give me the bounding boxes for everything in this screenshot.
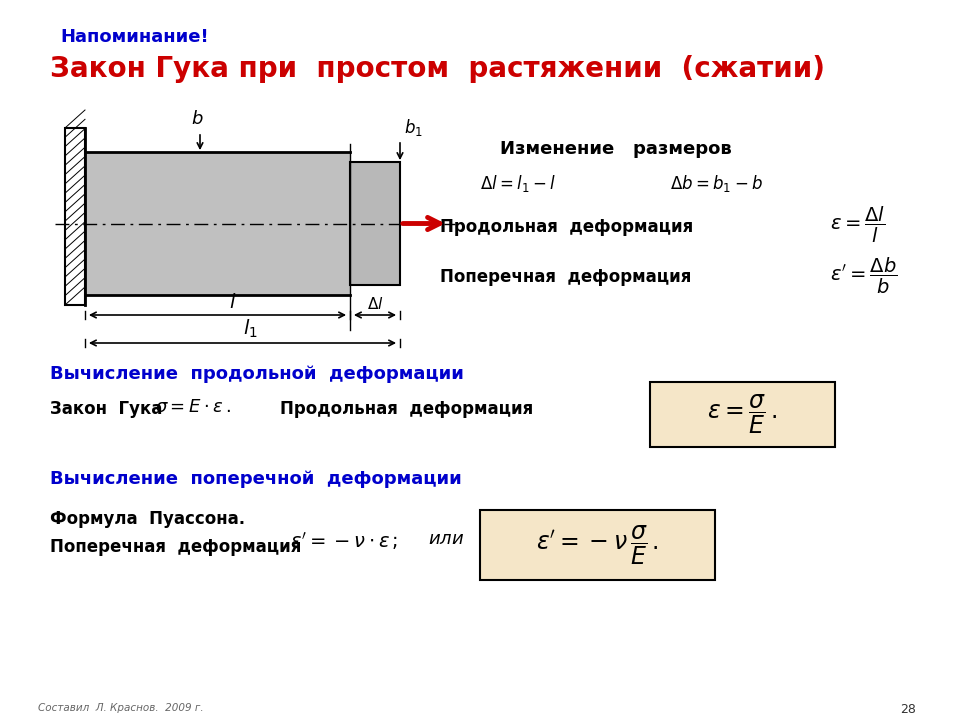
- Text: $\mathit{или}$: $\mathit{или}$: [428, 530, 465, 548]
- Text: $\Delta b = b_1 - b$: $\Delta b = b_1 - b$: [670, 173, 763, 194]
- Text: Напоминание!: Напоминание!: [60, 28, 208, 46]
- Text: Вычисление  продольной  деформации: Вычисление продольной деформации: [50, 365, 464, 383]
- Text: $l$: $l$: [228, 293, 236, 312]
- Text: Закон Гука при  простом  растяжении  (сжатии): Закон Гука при простом растяжении (сжати…: [50, 55, 825, 83]
- Text: $\varepsilon = \dfrac{\sigma}{E}\,.$: $\varepsilon = \dfrac{\sigma}{E}\,.$: [708, 393, 778, 436]
- Text: Закон  Гука: Закон Гука: [50, 400, 162, 418]
- FancyBboxPatch shape: [480, 510, 715, 580]
- Text: $l_1$: $l_1$: [243, 318, 258, 340]
- Text: $\varepsilon' = -\nu \cdot \varepsilon\,;$: $\varepsilon' = -\nu \cdot \varepsilon\,…: [290, 530, 398, 552]
- Text: Составил  Л. Краснов.  2009 г.: Составил Л. Краснов. 2009 г.: [38, 703, 204, 713]
- Text: Продольная  деформация: Продольная деформация: [280, 400, 533, 418]
- Text: Изменение   размеров: Изменение размеров: [500, 140, 732, 158]
- Text: $b_1$: $b_1$: [404, 117, 423, 138]
- Text: Вычисление  поперечной  деформации: Вычисление поперечной деформации: [50, 470, 462, 488]
- Bar: [65, 128, 85, 305]
- FancyBboxPatch shape: [650, 382, 835, 447]
- Bar: [350, 162, 400, 285]
- Bar: [85, 152, 350, 295]
- Text: Продольная  деформация: Продольная деформация: [440, 218, 693, 236]
- Text: $b$: $b$: [191, 110, 204, 128]
- Text: $\varepsilon' = -\nu\,\dfrac{\sigma}{E}\,.$: $\varepsilon' = -\nu\,\dfrac{\sigma}{E}\…: [536, 523, 659, 567]
- Text: Поперечная  деформация: Поперечная деформация: [440, 268, 691, 286]
- Text: $\Delta l = l_1 - l$: $\Delta l = l_1 - l$: [480, 173, 556, 194]
- Text: $\varepsilon' = \dfrac{\Delta b}{b}$: $\varepsilon' = \dfrac{\Delta b}{b}$: [830, 256, 898, 296]
- Text: 28: 28: [900, 703, 916, 716]
- Text: $\Delta l$: $\Delta l$: [367, 296, 383, 312]
- Text: Формула  Пуассона.
Поперечная  деформация: Формула Пуассона. Поперечная деформация: [50, 510, 301, 556]
- Text: $\varepsilon = \dfrac{\Delta l}{l}$: $\varepsilon = \dfrac{\Delta l}{l}$: [830, 205, 885, 245]
- Text: $\sigma = E \cdot \varepsilon\,.$: $\sigma = E \cdot \varepsilon\,.$: [155, 398, 231, 416]
